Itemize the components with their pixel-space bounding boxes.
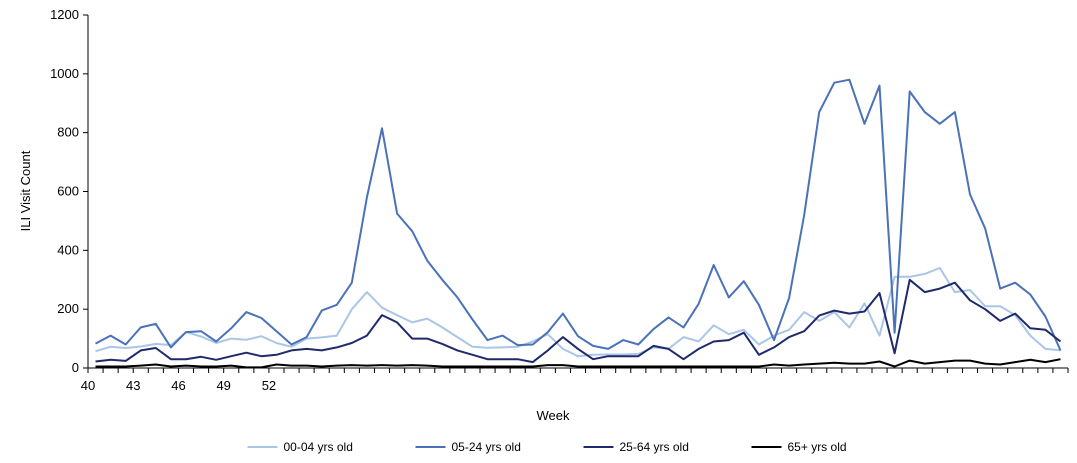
x-tick-label: 40 (81, 378, 95, 393)
y-tick-label: 800 (57, 125, 79, 140)
y-tick-label: 600 (57, 184, 79, 199)
legend-label: 05-24 yrs old (452, 440, 521, 454)
y-tick-label: 1200 (50, 7, 79, 22)
y-tick-label: 200 (57, 301, 79, 316)
legend-item-4: 65+ yrs old (751, 440, 847, 454)
x-axis: 40 43 46 49 52 (81, 367, 1069, 393)
legend-label: 25-64 yrs old (620, 440, 689, 454)
x-tick-label: 52 (262, 378, 276, 393)
legend-label: 00-04 yrs old (284, 440, 353, 454)
x-tick-label: 49 (216, 378, 230, 393)
series-line-2 (95, 78, 1062, 351)
series-line-3 (95, 278, 1062, 364)
x-tick-label: 46 (171, 378, 185, 393)
y-tick-label: 400 (57, 242, 79, 257)
series-line-1 (95, 267, 1061, 358)
series-line-4 (95, 358, 1061, 369)
legend-label: 65+ yrs old (788, 440, 847, 454)
y-axis-title: ILI Visit Count (18, 150, 33, 231)
legend-item-2: 05-24 yrs old (415, 440, 521, 454)
y-tick-label: 1000 (50, 66, 79, 81)
x-tick-label: 43 (126, 378, 140, 393)
legend-item-1: 00-04 yrs old (247, 440, 353, 454)
legend-item-3: 25-64 yrs old (583, 440, 689, 454)
legend: 00-04 yrs old 05-24 yrs old 25-64 yrs old 6… (247, 440, 847, 454)
x-axis-title: Week (537, 408, 570, 423)
plot-area (95, 78, 1062, 369)
y-tick-label: 0 (72, 360, 79, 375)
y-axis: 0 200 400 600 800 1000 1200 (50, 7, 89, 375)
